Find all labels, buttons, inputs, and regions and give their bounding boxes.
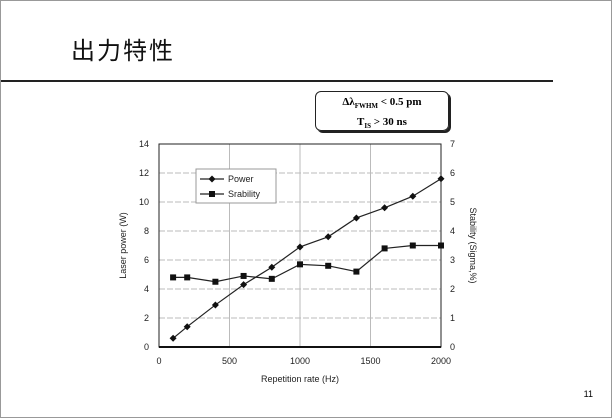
data-point-power — [169, 334, 177, 342]
y-axis-label: Laser power (W) — [118, 212, 128, 279]
data-point-power — [183, 323, 191, 331]
page-number: 11 — [583, 389, 593, 399]
y-tick-label: 14 — [139, 139, 149, 149]
y-tick-label: 10 — [139, 197, 149, 207]
title-divider — [1, 80, 553, 82]
y2-tick-label: 2 — [450, 284, 455, 294]
data-point-srability — [438, 242, 444, 249]
data-point-power — [240, 281, 248, 289]
x-axis-label: Repetition rate (Hz) — [261, 374, 339, 384]
x-tick-label: 500 — [222, 356, 237, 366]
y-tick-label: 2 — [144, 313, 149, 323]
data-point-srability — [353, 268, 360, 275]
data-point-srability — [381, 245, 388, 252]
y2-axis-label: Stability (Sigma,%) — [468, 207, 478, 283]
series-line-srability — [173, 244, 441, 283]
data-point-srability — [409, 242, 416, 249]
slide-title: 出力特性 — [71, 37, 175, 65]
y-tick-label: 4 — [144, 284, 149, 294]
data-point-srability — [184, 274, 191, 281]
legend-marker-square — [209, 191, 215, 197]
y-tick-label: 6 — [144, 255, 149, 265]
y2-tick-label: 7 — [450, 139, 455, 149]
legend-marker-diamond — [208, 175, 216, 183]
y-tick-label: 12 — [139, 168, 149, 178]
condition-linewidth: ΔλFWHM < 0.5 pm — [342, 96, 422, 111]
conditions-box: ΔλFWHM < 0.5 pm TIS > 30 ns — [315, 91, 449, 131]
condition-pulse-width: TIS > 30 ns — [357, 116, 407, 131]
data-point-power — [437, 175, 445, 183]
data-point-srability — [170, 274, 177, 281]
x-tick-label: 0 — [156, 356, 161, 366]
y2-tick-label: 0 — [450, 342, 455, 352]
legend-label: Srability — [228, 189, 261, 199]
data-point-power — [409, 192, 417, 200]
data-point-srability — [297, 261, 303, 268]
x-tick-label: 2000 — [431, 356, 451, 366]
y-tick-label: 0 — [144, 342, 149, 352]
data-point-srability — [240, 272, 247, 279]
data-point-srability — [325, 262, 332, 269]
data-point-power — [352, 214, 360, 222]
x-tick-label: 1500 — [360, 356, 380, 366]
y2-tick-label: 4 — [450, 226, 455, 236]
y2-tick-label: 1 — [450, 313, 455, 323]
data-point-power — [381, 204, 389, 212]
data-point-srability — [212, 278, 219, 285]
data-point-power — [268, 263, 276, 271]
legend-label: Power — [228, 174, 254, 184]
y-tick-label: 8 — [144, 226, 149, 236]
y2-tick-label: 5 — [450, 197, 455, 207]
data-point-power — [296, 243, 304, 251]
x-tick-label: 1000 — [290, 356, 310, 366]
data-point-srability — [268, 275, 275, 282]
data-point-power — [324, 233, 332, 241]
data-point-power — [211, 301, 219, 309]
legend-box — [195, 168, 277, 204]
y2-tick-label: 6 — [450, 168, 455, 178]
y2-tick-label: 3 — [450, 255, 455, 265]
